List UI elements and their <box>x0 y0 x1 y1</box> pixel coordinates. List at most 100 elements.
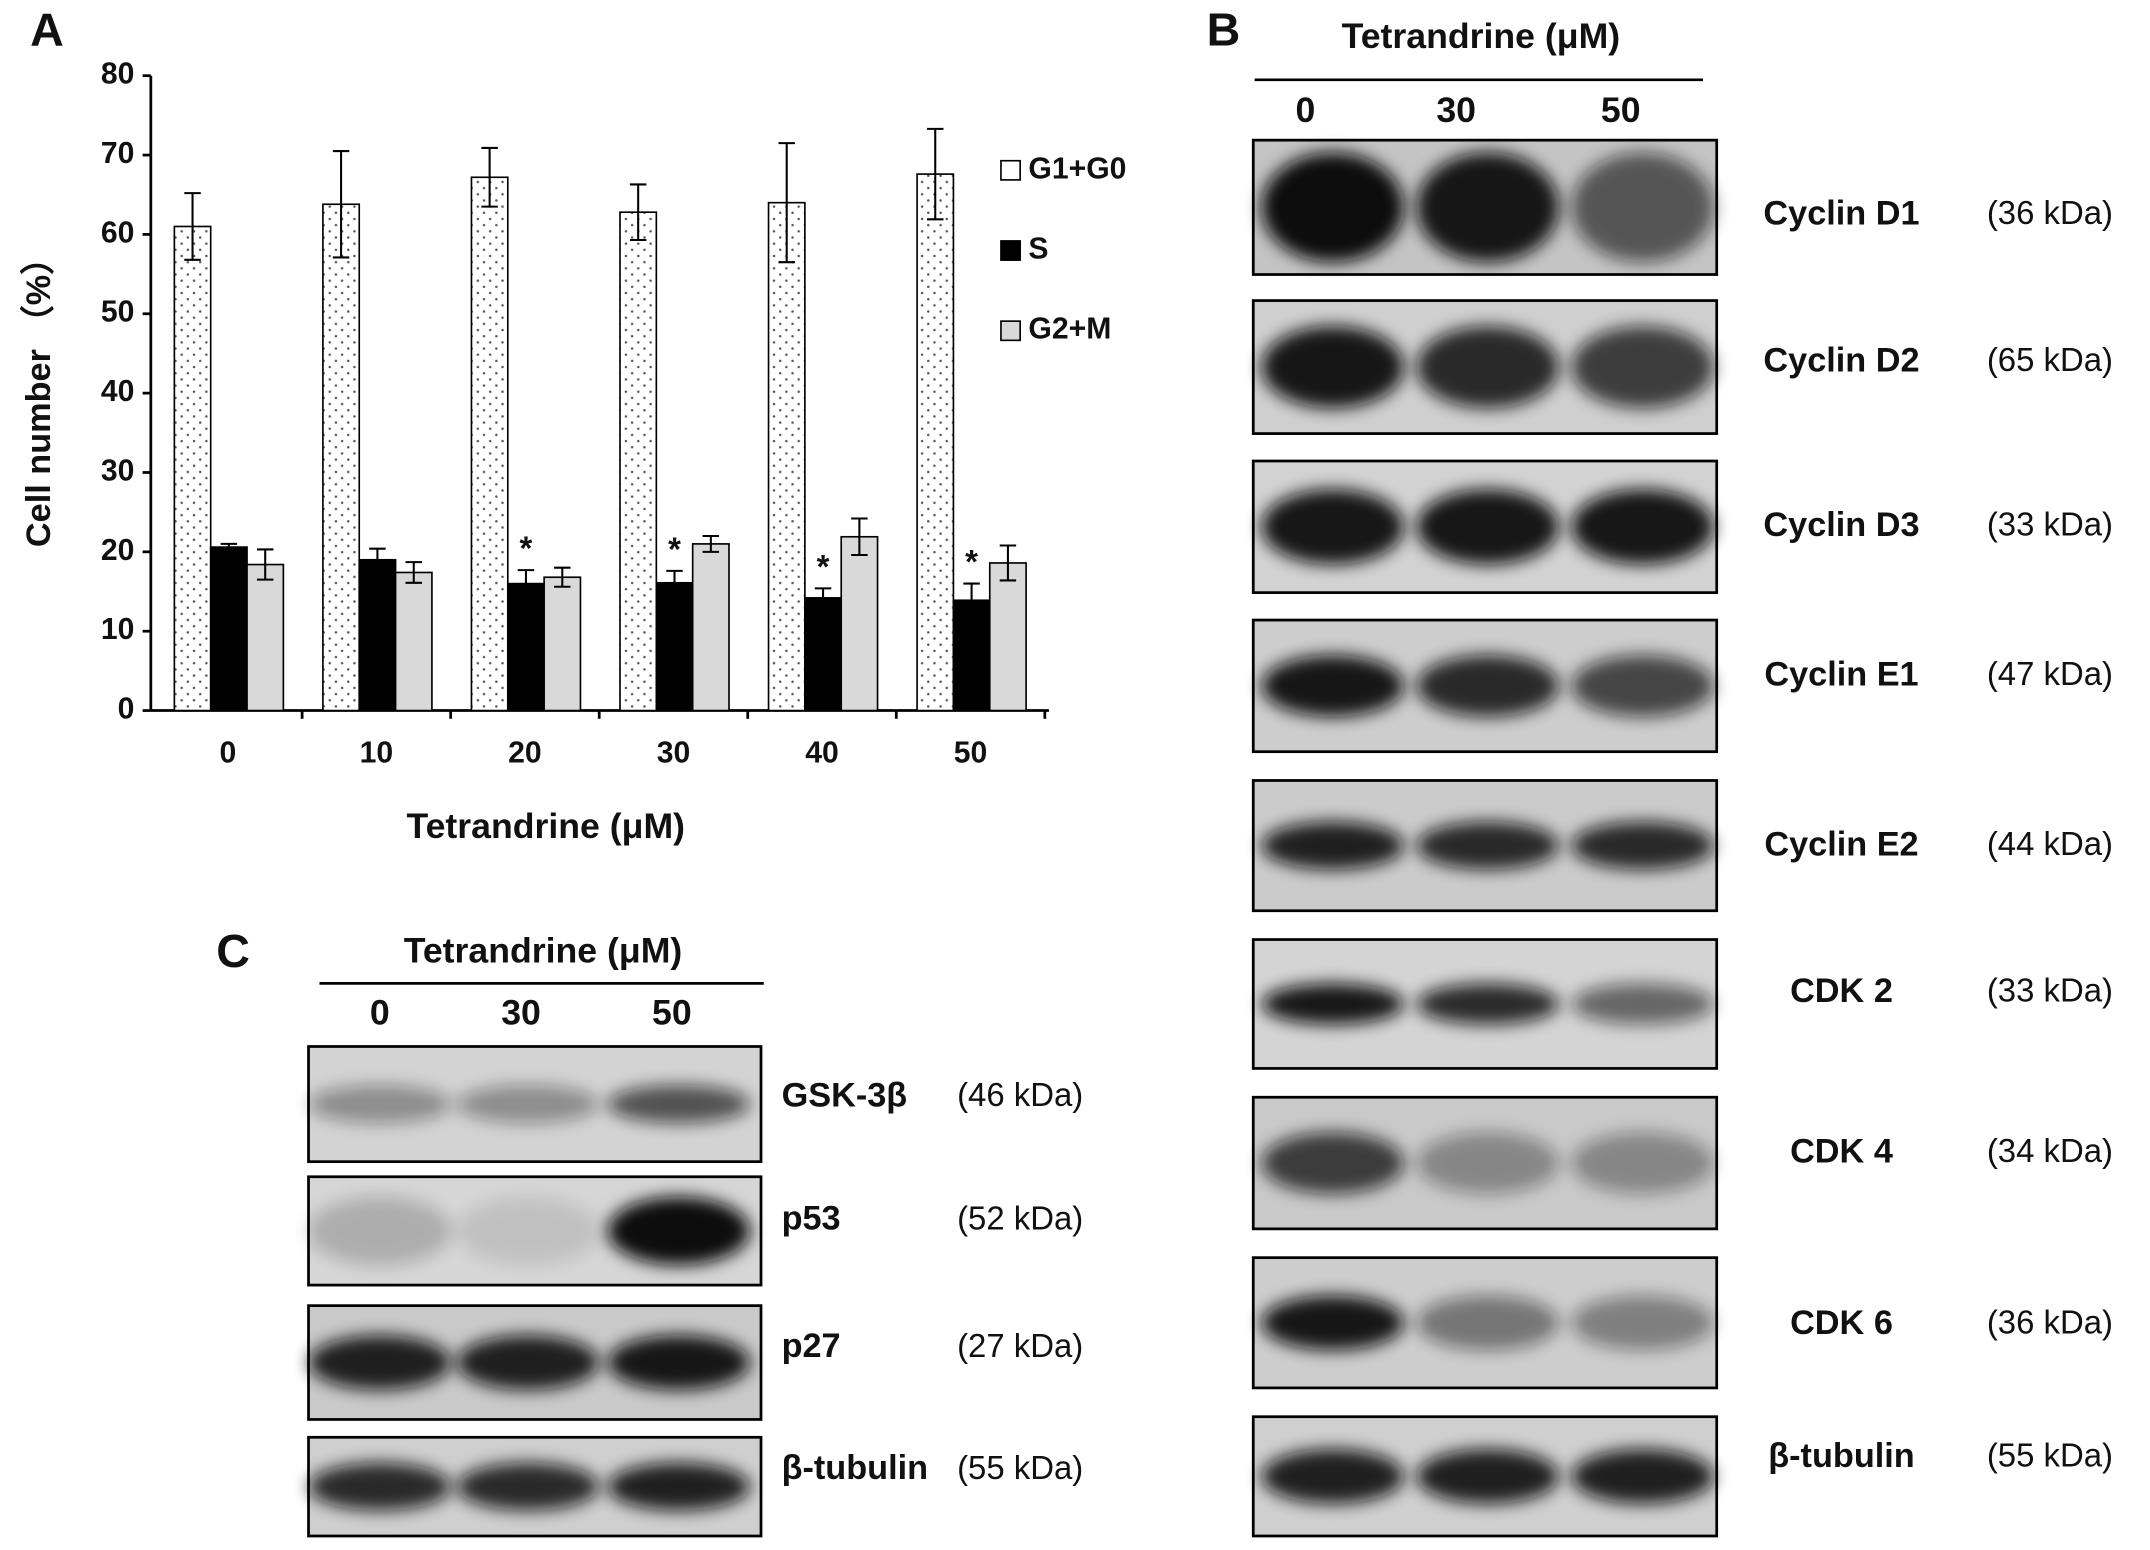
blot-band <box>1261 821 1405 870</box>
blot-band <box>456 1196 600 1266</box>
protein-label: Cyclin D2 <box>1763 341 1919 379</box>
error-bar <box>999 544 1017 582</box>
blot-band <box>1261 655 1405 717</box>
blot-band <box>1261 1448 1405 1504</box>
lane-label: 0 <box>370 992 390 1032</box>
protein-label: p53 <box>782 1200 841 1238</box>
error-bar <box>405 561 422 584</box>
molecular-weight: (65 kDa) <box>1987 341 2113 378</box>
lane-label: 30 <box>501 992 541 1032</box>
error-bar <box>851 517 868 557</box>
blot-band <box>308 1196 452 1266</box>
blot-band <box>1571 1448 1714 1504</box>
protein-label: β-tubulin <box>1768 1437 1915 1475</box>
significance-mark: * <box>965 543 978 580</box>
x-tick-label: 20 <box>508 736 542 769</box>
bar <box>506 582 545 712</box>
legend-swatch <box>1000 159 1021 181</box>
lane-label: 50 <box>652 992 692 1032</box>
significance-mark: * <box>520 530 533 567</box>
error-bar <box>220 542 238 552</box>
significance-mark: * <box>817 548 830 585</box>
molecular-weight: (34 kDa) <box>1987 1132 2113 1169</box>
error-bar <box>629 183 647 241</box>
panel-label: A <box>30 4 64 56</box>
blot-band <box>1571 983 1714 1025</box>
blot-band <box>1416 1132 1560 1194</box>
legend-label: G1+G0 <box>1028 152 1126 185</box>
molecular-weight: (33 kDa) <box>1987 972 2113 1009</box>
blot-band <box>1571 152 1714 263</box>
molecular-weight: (44 kDa) <box>1987 825 2113 862</box>
protein-label: CDK 4 <box>1790 1132 1893 1170</box>
blot-band <box>1261 1295 1405 1351</box>
blot-band <box>1416 489 1560 565</box>
y-tick-label: 80 <box>101 58 135 91</box>
y-tick-label: 20 <box>101 534 135 567</box>
bar <box>655 581 694 712</box>
x-tick-label: 0 <box>219 736 236 769</box>
x-tick-label: 50 <box>954 736 988 769</box>
legend-swatch <box>1000 320 1021 342</box>
blot-band <box>1261 983 1405 1025</box>
protein-label: CDK 2 <box>1790 972 1893 1010</box>
error-bar <box>702 534 720 553</box>
bar <box>209 546 248 712</box>
bar <box>246 563 285 712</box>
protein-label: β-tubulin <box>782 1449 929 1487</box>
molecular-weight: (36 kDa) <box>1987 194 2113 231</box>
blot-band <box>1571 655 1714 717</box>
blot-band <box>1571 821 1714 870</box>
protein-label: CDK 6 <box>1790 1304 1893 1342</box>
bar <box>840 535 879 712</box>
bar <box>470 176 509 712</box>
blot-band <box>1416 983 1560 1025</box>
error-bar <box>814 587 832 609</box>
error-bar <box>184 192 201 261</box>
molecular-weight: (36 kDa) <box>1987 1304 2113 1341</box>
blot-band <box>308 1335 452 1390</box>
legend-label: G2+M <box>1028 313 1111 346</box>
significance-mark: * <box>668 530 681 567</box>
bar <box>543 576 582 712</box>
y-tick-label: 60 <box>101 216 135 249</box>
x-axis-label: Tetrandrine (μM) <box>406 806 685 846</box>
panel-header: Tetrandrine (μM) <box>404 931 683 971</box>
bar <box>322 203 361 712</box>
blot-band <box>1571 489 1714 565</box>
lane-label: 0 <box>1295 90 1315 130</box>
blot-band <box>456 1084 600 1124</box>
protein-label: Cyclin E1 <box>1764 655 1918 693</box>
error-bar <box>517 569 535 599</box>
y-tick-label: 50 <box>101 296 135 329</box>
molecular-weight: (55 kDa) <box>957 1449 1083 1486</box>
molecular-weight: (33 kDa) <box>1987 506 2113 543</box>
blot-band <box>1416 655 1560 717</box>
error-bar <box>778 142 795 264</box>
molecular-weight: (55 kDa) <box>1987 1437 2113 1474</box>
blot-band <box>1416 1448 1560 1504</box>
blot-band <box>1261 1132 1405 1194</box>
protein-label: GSK-3β <box>782 1076 908 1114</box>
lane-label: 30 <box>1436 90 1476 130</box>
blot-band <box>1571 1295 1714 1351</box>
error-bar <box>332 150 350 259</box>
bar <box>394 571 433 712</box>
blot-band <box>456 1462 600 1511</box>
bar <box>173 225 212 712</box>
bar <box>952 599 991 712</box>
y-tick-label: 0 <box>118 693 135 726</box>
blot-band <box>1261 152 1405 263</box>
error-bar <box>554 566 571 588</box>
blot-band <box>456 1335 600 1390</box>
blot-band <box>1416 152 1560 263</box>
blot-band <box>607 1084 751 1124</box>
panel-label: C <box>216 925 250 977</box>
y-tick-label: 40 <box>101 375 135 408</box>
molecular-weight: (47 kDa) <box>1987 655 2113 692</box>
y-axis-label: Cell number （%） <box>19 241 58 548</box>
molecular-weight: (52 kDa) <box>957 1199 1083 1236</box>
lane-label: 50 <box>1601 90 1641 130</box>
blot-band <box>1416 1295 1560 1351</box>
